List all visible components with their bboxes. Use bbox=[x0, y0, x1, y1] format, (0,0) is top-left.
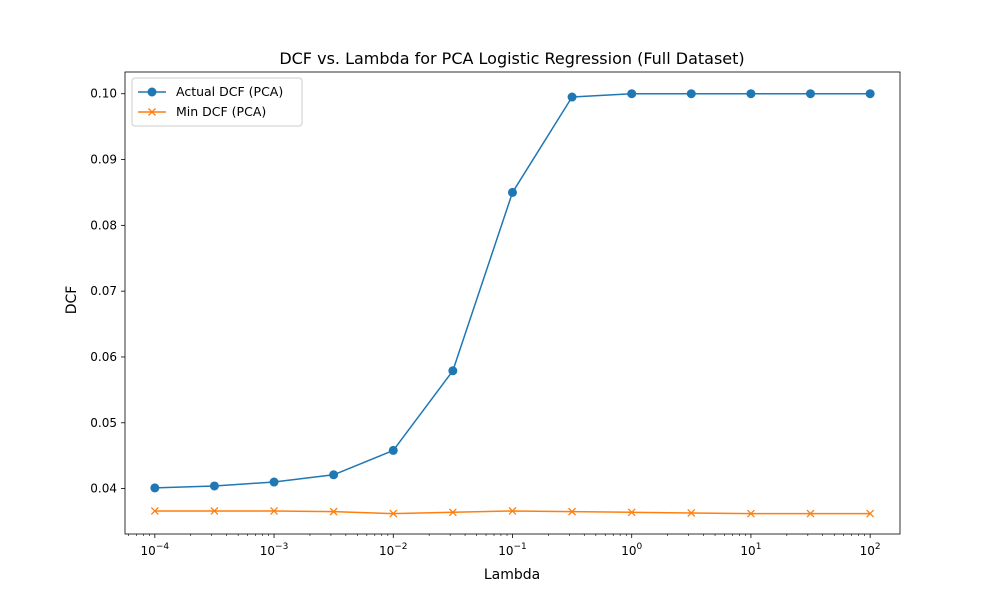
x-tick-label: 102 bbox=[860, 542, 881, 558]
y-tick-label: 0.06 bbox=[90, 350, 117, 364]
series-1-point bbox=[746, 89, 756, 99]
series-2-point bbox=[746, 509, 755, 518]
series-1-point bbox=[865, 89, 875, 99]
y-axis-label: DCF bbox=[64, 286, 80, 315]
series-2-point bbox=[568, 507, 577, 516]
series-1-point bbox=[627, 89, 637, 99]
series-2-point bbox=[210, 507, 219, 515]
series-1-point bbox=[686, 89, 696, 99]
series-2-point bbox=[270, 507, 279, 515]
x-tick-label: 101 bbox=[740, 542, 761, 558]
legend-label-2: Min DCF (PCA) bbox=[176, 104, 266, 119]
y-tick-label: 0.09 bbox=[90, 153, 117, 167]
series-2-point bbox=[150, 507, 159, 515]
legend-marker-2 bbox=[148, 108, 156, 116]
series-2-point bbox=[806, 509, 815, 518]
series-2-point bbox=[866, 509, 875, 518]
chart-title: DCF vs. Lambda for PCA Logistic Regressi… bbox=[279, 49, 744, 68]
y-tick-label: 0.04 bbox=[90, 482, 117, 496]
series-1-point bbox=[269, 477, 279, 487]
y-tick-label: 0.05 bbox=[90, 416, 117, 430]
x-tick-label: 100 bbox=[621, 542, 642, 558]
series-1-point bbox=[388, 445, 398, 455]
series-2-point bbox=[389, 509, 398, 518]
legend-label-1: Actual DCF (PCA) bbox=[176, 84, 283, 99]
series-2-point bbox=[627, 508, 636, 517]
series-1-point bbox=[567, 92, 577, 102]
series-2-point bbox=[687, 508, 696, 517]
series-1-point bbox=[448, 366, 458, 376]
plot-area: 10−4 10−3 10−2 10−1 100 101 102 0.04 0.05 0.06 0.0… bbox=[90, 71, 901, 558]
x-tick-label: 10−2 bbox=[379, 542, 408, 558]
series-1-point bbox=[805, 89, 815, 99]
legend-marker-1 bbox=[147, 87, 157, 97]
x-axis-label: Lambda bbox=[484, 567, 540, 583]
legend-box bbox=[131, 77, 303, 127]
series-2-point bbox=[329, 507, 338, 516]
y-tick-label: 0.10 bbox=[90, 87, 117, 101]
x-tick-label: 10−1 bbox=[498, 542, 527, 558]
legend: Actual DCF (PCA) Min DCF (PCA) bbox=[131, 77, 303, 127]
y-tick-label: 0.07 bbox=[90, 284, 117, 298]
x-tick-label: 10−3 bbox=[260, 542, 289, 558]
series-2-point bbox=[508, 507, 517, 515]
y-tick-label: 0.08 bbox=[90, 218, 117, 232]
series-1-point bbox=[209, 481, 219, 491]
series-1-point bbox=[150, 483, 160, 493]
series-1-point bbox=[329, 470, 339, 480]
x-tick-label: 10−4 bbox=[141, 542, 170, 558]
series-1-point bbox=[507, 187, 517, 197]
series-2-point bbox=[448, 508, 457, 517]
